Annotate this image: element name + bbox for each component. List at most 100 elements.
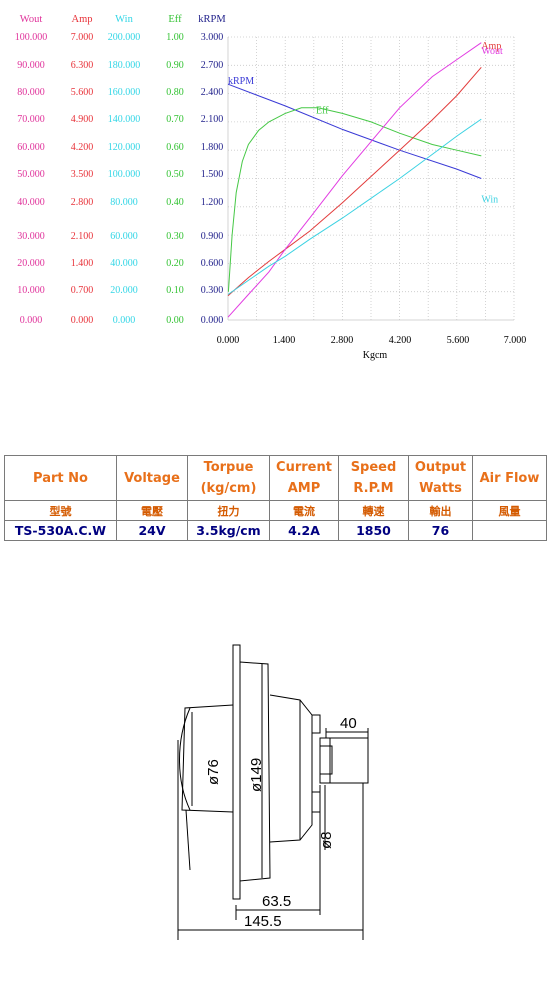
x-tick-label: 4.200 <box>389 335 412 346</box>
y-tick-eff: 0.50 <box>166 169 184 180</box>
series-label-wout: Wout <box>481 46 503 57</box>
y-tick-wout: 30.000 <box>17 231 45 242</box>
y-tick-amp: 0.000 <box>71 315 94 326</box>
cn-speed: 轉速 <box>338 500 409 521</box>
cn-output: 輸出 <box>408 500 473 521</box>
back-housing <box>239 661 271 882</box>
cn-part-no: 型號 <box>4 500 117 521</box>
series-label-krpm: kRPM <box>228 76 254 87</box>
y-tick-win: 0.000 <box>113 315 136 326</box>
y-tick-amp: 1.400 <box>71 258 94 269</box>
y-tick-eff: 0.30 <box>166 231 184 242</box>
dim-body-diameter: ø76 <box>205 759 222 785</box>
dim-shaft-diameter: ø8 <box>318 831 335 849</box>
y-tick-wout: 60.000 <box>17 142 45 153</box>
y-tick-eff: 0.60 <box>166 142 184 153</box>
y-tick-amp: 5.600 <box>71 87 94 98</box>
y-tick-krpm: 3.000 <box>201 32 224 43</box>
header-part-no: Part No <box>4 455 117 501</box>
y-tick-win: 180.000 <box>108 60 141 71</box>
val-output: 76 <box>408 520 473 541</box>
y-tick-krpm: 0.600 <box>201 258 224 269</box>
header-air-flow: Air Flow <box>472 455 547 501</box>
y-axis-columns: Wout 100.000 90.000 80.000 70.000 60.000 50.00… <box>15 14 227 326</box>
series-label-win: Win <box>481 195 498 206</box>
y-tick-wout: 40.000 <box>17 197 45 208</box>
cn-torque: 扭力 <box>187 500 270 521</box>
y-tick-amp: 7.000 <box>71 32 94 43</box>
x-axis-ticks: 0.000 1.400 2.800 4.200 5.600 7.000 <box>217 335 527 346</box>
axis-header-win: Win <box>115 14 133 25</box>
y-tick-eff: 0.10 <box>166 285 184 296</box>
y-tick-wout: 100.000 <box>15 32 48 43</box>
header-torque: Torpue (kg/cm) <box>187 455 270 501</box>
performance-chart: Wout 100.000 90.000 80.000 70.000 60.000 50.00… <box>15 14 527 361</box>
axis-header-krpm: kRPM <box>198 14 226 25</box>
y-tick-eff: 1.00 <box>166 32 184 43</box>
cn-voltage: 電壓 <box>116 500 188 521</box>
header-output: Output Watts <box>408 455 473 501</box>
y-tick-win: 120.000 <box>108 142 141 153</box>
val-part-no: TS-530A.C.W <box>4 520 117 541</box>
axis-header-amp: Amp <box>72 14 93 25</box>
axis-header-wout: Wout <box>20 14 43 25</box>
motor-dimension-drawing: 40 ø76 ø149 ø8 63.5 145.5 <box>177 644 369 940</box>
y-tick-eff: 0.40 <box>166 197 184 208</box>
y-tick-krpm: 1.200 <box>201 197 224 208</box>
axis-header-eff: Eff <box>168 14 182 25</box>
spec-value-row: TS-530A.C.W 24V 3.5kg/cm 4.2A 1850 76 <box>4 520 547 541</box>
y-tick-krpm: 2.100 <box>201 114 224 125</box>
y-tick-win: 80.000 <box>110 197 138 208</box>
y-tick-win: 140.000 <box>108 114 141 125</box>
x-tick-label: 1.400 <box>273 335 296 346</box>
series-line-wout <box>227 42 482 318</box>
series-line-amp <box>227 66 482 297</box>
output-shaft <box>319 737 369 784</box>
y-tick-amp: 6.300 <box>71 60 94 71</box>
y-tick-win: 20.000 <box>110 285 138 296</box>
rear-cap <box>181 704 234 813</box>
header-voltage: Voltage <box>116 455 188 501</box>
header-speed: Speed R.P.M <box>338 455 409 501</box>
y-tick-wout: 50.000 <box>17 169 45 180</box>
series-line-krpm <box>227 83 482 179</box>
x-tick-label: 7.000 <box>504 335 527 346</box>
y-tick-amp: 3.500 <box>71 169 94 180</box>
series-line-win <box>227 118 482 295</box>
flange-plate <box>232 644 241 900</box>
spec-header-row: Part No Voltage Torpue (kg/cm) Current A… <box>4 455 547 501</box>
val-current: 4.2A <box>269 520 339 541</box>
y-tick-wout: 20.000 <box>17 258 45 269</box>
series-label-amp: Amp <box>481 41 501 52</box>
y-tick-amp: 2.800 <box>71 197 94 208</box>
y-tick-amp: 2.100 <box>71 231 94 242</box>
dim-total-length: 145.5 <box>244 913 282 930</box>
dim-flange-diameter: ø149 <box>248 758 265 792</box>
y-tick-wout: 0.000 <box>20 315 43 326</box>
x-tick-label: 2.800 <box>331 335 354 346</box>
y-tick-krpm: 2.700 <box>201 60 224 71</box>
y-tick-eff: 0.90 <box>166 60 184 71</box>
y-tick-eff: 0.80 <box>166 87 184 98</box>
y-tick-win: 40.000 <box>110 258 138 269</box>
gearbox <box>269 694 313 843</box>
spec-table: Part No Voltage Torpue (kg/cm) Current A… <box>4 455 547 541</box>
spec-chinese-row: 型號 電壓 扭力 電流 轉速 輸出 風量 <box>4 500 547 521</box>
val-voltage: 24V <box>116 520 188 541</box>
y-tick-krpm: 1.800 <box>201 142 224 153</box>
y-tick-amp: 4.900 <box>71 114 94 125</box>
cn-air-flow: 風量 <box>472 500 547 521</box>
x-tick-label: 5.600 <box>447 335 470 346</box>
dim-shaft-length: 40 <box>340 715 357 732</box>
y-tick-amp: 4.200 <box>71 142 94 153</box>
y-tick-win: 60.000 <box>110 231 138 242</box>
y-tick-wout: 80.000 <box>17 87 45 98</box>
y-tick-amp: 0.700 <box>71 285 94 296</box>
y-tick-eff: 0.00 <box>166 315 184 326</box>
series-line-eff <box>227 107 482 292</box>
val-speed: 1850 <box>338 520 409 541</box>
y-tick-win: 100.000 <box>108 169 141 180</box>
header-current: Current AMP <box>269 455 339 501</box>
y-tick-krpm: 0.900 <box>201 231 224 242</box>
